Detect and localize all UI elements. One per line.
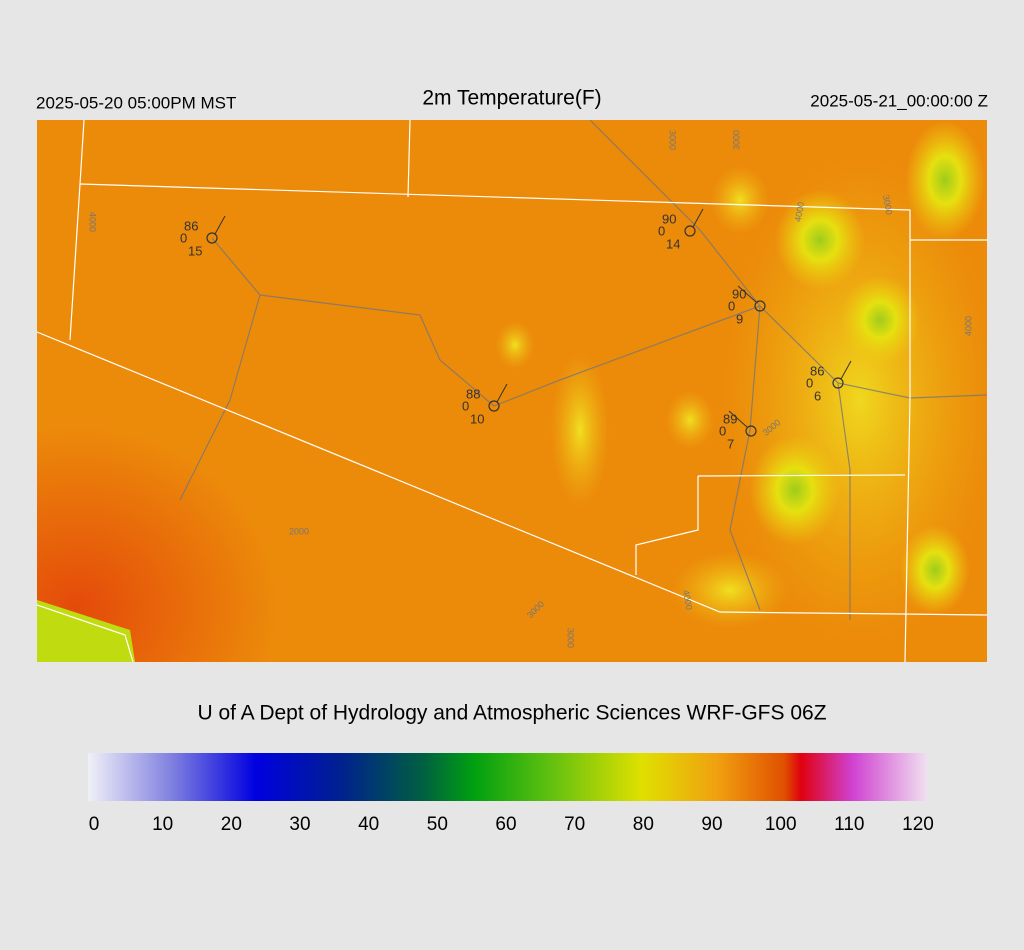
station-dewpoint: 0	[806, 375, 813, 390]
colorbar-tick-label: 100	[765, 814, 797, 835]
station-dewpoint: 0	[180, 230, 187, 245]
contour-label: 3000	[566, 628, 576, 648]
station-dewpoint: 0	[462, 398, 469, 413]
station-marker	[206, 232, 218, 244]
contour-label: 3000	[668, 130, 678, 150]
colorbar	[88, 753, 927, 801]
station-temp: 89	[723, 411, 737, 426]
station-dewpoint: 0	[719, 423, 726, 438]
colorbar-tick-label: 120	[902, 814, 934, 835]
colorbar-tick-label: 80	[633, 814, 654, 835]
contour-label: 4000	[681, 589, 694, 610]
map-title: 2m Temperature(F)	[422, 87, 601, 110]
colorbar-tick-label: 110	[834, 814, 864, 835]
station-temp: 88	[466, 386, 480, 401]
wind-barb	[692, 208, 704, 228]
contour-label: 4000	[793, 201, 806, 222]
colorbar-tick-label: 10	[152, 814, 173, 835]
wind-barb	[737, 285, 757, 303]
colorbar-tick-label: 30	[289, 814, 310, 835]
wind-barb	[214, 215, 226, 235]
contour-label: 4000	[88, 212, 98, 232]
colorbar-tick-label: 70	[564, 814, 585, 835]
contour-label: 3000	[881, 194, 894, 215]
colorbar-tick-label: 20	[221, 814, 242, 835]
station-marker	[684, 225, 696, 237]
station-marker	[754, 300, 766, 312]
wind-barb	[728, 410, 748, 428]
colorbar-tick-label: 90	[701, 814, 722, 835]
station-wind: 14	[666, 236, 680, 251]
utc-time: 2025-05-21_00:00:00 Z	[810, 91, 988, 110]
wind-barb	[496, 383, 508, 403]
station-wind: 6	[814, 388, 821, 403]
colorbar-tick-label: 0	[89, 814, 100, 835]
local-time: 2025-05-20 05:00PM MST	[36, 93, 236, 112]
wind-barb	[840, 360, 852, 380]
station-wind: 9	[736, 311, 743, 326]
contour-label: 2000	[289, 526, 309, 536]
station-wind: 10	[470, 411, 484, 426]
contour-label: 4000	[963, 316, 973, 336]
colorbar-tick-label: 60	[495, 814, 516, 835]
station-wind: 7	[727, 436, 734, 451]
station-temp: 86	[810, 363, 824, 378]
colorbar-tick-label: 50	[427, 814, 448, 835]
station-dewpoint: 0	[658, 223, 665, 238]
station-marker	[488, 400, 500, 412]
station-temp: 90	[662, 211, 676, 226]
station-wind: 15	[188, 243, 202, 258]
station-temp: 90	[732, 286, 746, 301]
station-dewpoint: 0	[728, 298, 735, 313]
station-marker	[832, 377, 844, 389]
station-temp: 86	[184, 218, 198, 233]
credit: U of A Dept of Hydrology and Atmospheric…	[197, 702, 826, 725]
station-marker	[745, 425, 757, 437]
contour-label: 3000	[731, 130, 741, 150]
colorbar-tick-label: 40	[358, 814, 379, 835]
